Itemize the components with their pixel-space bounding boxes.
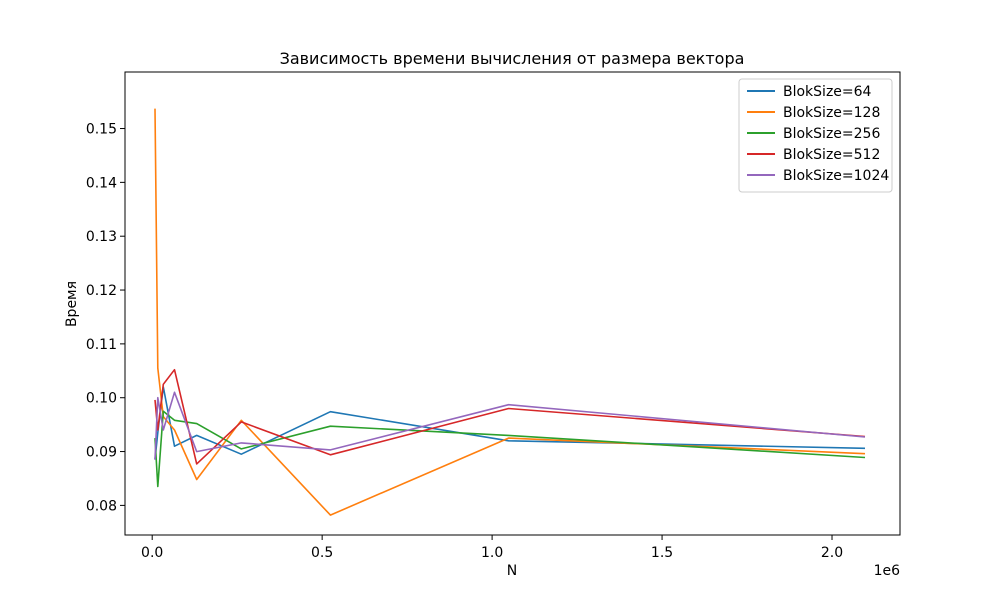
series-line-2 xyxy=(154,410,866,488)
y-tick-label: 0.15 xyxy=(86,122,117,138)
x-axis-offset-label: 1e6 xyxy=(874,563,901,579)
chart-title: Зависимость времени вычисления от размер… xyxy=(280,49,745,68)
plot-frame xyxy=(124,71,901,536)
series-line-1 xyxy=(154,108,866,516)
y-tick-label: 0.14 xyxy=(86,175,117,191)
legend-entry: BlokSize=256 xyxy=(783,126,880,142)
y-tick-label: 0.12 xyxy=(86,283,117,299)
x-tick-label: 0.0 xyxy=(141,545,163,561)
x-tick-label: 2.0 xyxy=(821,545,843,561)
x-tick-label: 1.5 xyxy=(651,545,673,561)
legend-entry: BlokSize=128 xyxy=(783,105,880,121)
legend-box xyxy=(738,78,893,193)
y-tick-label: 0.10 xyxy=(86,391,117,407)
y-axis: 0.08 0.09 0.10 0.11 0.12 0.13 0.14 0.15 xyxy=(86,122,125,514)
x-axis-label: N xyxy=(507,563,517,579)
y-axis-label: Время xyxy=(64,281,80,327)
x-axis: 0.0 0.5 1.0 1.5 2.0 xyxy=(141,535,843,561)
y-tick-label: 0.13 xyxy=(86,229,117,245)
legend-entry: BlokSize=512 xyxy=(783,147,880,163)
y-tick-label: 0.08 xyxy=(86,498,117,514)
y-tick-label: 0.09 xyxy=(86,445,117,461)
x-tick-label: 1.0 xyxy=(481,545,503,561)
legend-entry: BlokSize=1024 xyxy=(783,168,889,184)
legend-entry: BlokSize=64 xyxy=(783,84,872,100)
series-line-4 xyxy=(154,391,866,460)
legend: BlokSize=64 BlokSize=128 BlokSize=256 BlokS… xyxy=(738,78,893,193)
x-tick-label: 0.5 xyxy=(311,545,333,561)
series-line-3 xyxy=(154,368,866,465)
y-tick-label: 0.11 xyxy=(86,337,117,353)
plot-area xyxy=(154,108,866,516)
